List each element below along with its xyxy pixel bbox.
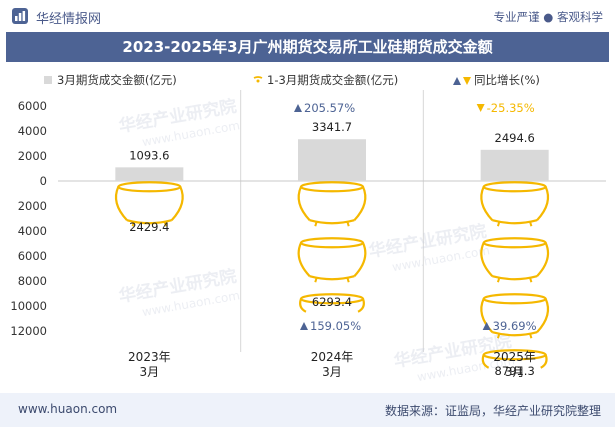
cumulative-label: 6293.4 — [312, 295, 352, 309]
bar-monthly-label: 3341.7 — [312, 120, 352, 134]
pot-part — [481, 354, 490, 369]
growth-down-icon — [476, 104, 485, 112]
pot-part — [492, 219, 538, 225]
chart-canvas: 华经产业研究院www.huaon.com华经产业研究院www.huaon.com… — [10, 73, 606, 384]
y-tick-label: 4000 — [18, 124, 47, 138]
cumulative-label: 8791.3 — [495, 364, 535, 378]
y-tick-label: 6000 — [18, 99, 47, 113]
pot-part — [170, 186, 184, 221]
pot-part — [529, 333, 533, 339]
pot-part — [492, 275, 538, 281]
pot-mark — [480, 237, 550, 283]
pot-part — [536, 186, 550, 221]
pot-part — [314, 221, 318, 227]
legend-label-cumulative: 1-3月期货成交金额(亿元) — [267, 73, 398, 87]
pot-part — [346, 221, 350, 227]
pot-part — [536, 298, 550, 333]
pot-part — [492, 331, 538, 337]
pot-part — [357, 298, 365, 313]
growth-monthly-label: -25.35% — [487, 101, 535, 115]
pot-part — [163, 221, 168, 227]
pot-mark — [114, 181, 184, 227]
bar-monthly — [115, 167, 184, 181]
x-category-label: 2023年 — [128, 350, 171, 364]
growth-cumulative-label: 159.05% — [310, 319, 361, 333]
pot-part — [297, 186, 311, 221]
pot-part — [309, 219, 355, 225]
pot-part — [131, 221, 135, 227]
y-tick-label: 8000 — [18, 274, 47, 288]
bar-monthly — [480, 149, 549, 181]
pot-part — [299, 237, 365, 249]
x-category-label: 3月 — [322, 365, 342, 379]
x-category-label: 2024年 — [311, 350, 354, 364]
pot-mark — [480, 181, 550, 227]
cumulative-label: 2429.4 — [129, 220, 169, 234]
x-category-label: 3月 — [140, 365, 160, 379]
legend-label-growth: 同比增长(%) — [474, 73, 540, 87]
title-bar: 2023-2025年3月广州期货交易所工业硅期货成交金额 — [6, 32, 609, 62]
footer-website: www.huaon.com — [18, 402, 118, 416]
pot-mark — [297, 181, 367, 227]
y-tick-label: 4000 — [18, 224, 47, 238]
pot-part — [496, 221, 501, 227]
growth-up-icon — [482, 322, 491, 330]
growth-up-icon — [300, 322, 308, 330]
growth-cumulative-label: 39.69% — [493, 319, 537, 333]
y-tick-label: 0 — [40, 174, 47, 188]
pot-part — [299, 298, 307, 313]
pot-part — [482, 237, 547, 249]
y-tick-label: 12000 — [10, 324, 47, 338]
growth-up-icon — [294, 104, 302, 112]
bar-monthly — [298, 139, 366, 181]
pot-part — [353, 242, 367, 277]
tagline: 专业严谨 ● 客观科学 — [493, 10, 603, 24]
y-tick-label: 10000 — [10, 299, 47, 313]
pot-mark — [297, 237, 367, 283]
bar-monthly-label: 2494.6 — [495, 131, 535, 145]
y-tick-label: 6000 — [18, 249, 47, 263]
footer: www.huaon.com 数据来源：证监局，华经产业研究院整理 — [0, 393, 615, 427]
pot-part — [126, 219, 172, 225]
x-category-label: 2025年 — [493, 350, 536, 364]
pot-part — [540, 354, 548, 369]
pot-part — [299, 181, 365, 193]
pot-part — [114, 186, 128, 221]
pot-mark — [481, 349, 548, 369]
y-tick-label: 2000 — [18, 199, 47, 213]
growth-monthly-label: 205.57% — [304, 101, 355, 115]
pot-part — [529, 221, 533, 227]
pot-part — [353, 186, 367, 221]
pot-part — [297, 242, 311, 277]
legend-down-triangle — [463, 77, 471, 85]
footer-source: 数据来源：证监局，华经产业研究院整理 — [384, 404, 601, 418]
pot-mark — [299, 293, 365, 313]
pot-part — [482, 181, 547, 193]
pot-part — [314, 277, 318, 283]
x-category-label: 3月 — [505, 365, 525, 379]
bar-monthly-label: 1093.6 — [129, 148, 169, 162]
top-bar: 华经情报网 专业严谨 ● 客观科学 — [0, 0, 615, 32]
legend-swatch-cumulative — [253, 76, 263, 79]
brand-logo-icon — [12, 8, 28, 24]
pot-part — [496, 277, 501, 283]
brand-name: 华经情报网 — [36, 12, 102, 27]
legend-label-monthly: 3月期货成交金额(亿元) — [57, 73, 177, 87]
y-tick-label: 2000 — [18, 149, 47, 163]
chart-title: 2023-2025年3月广州期货交易所工业硅期货成交金额 — [122, 38, 493, 56]
pot-part — [482, 293, 547, 305]
pot-part — [529, 277, 533, 283]
pot-part — [480, 186, 494, 221]
pot-part — [309, 275, 355, 281]
legend-swatch-monthly — [44, 76, 52, 84]
pot-part — [536, 242, 550, 277]
pot-part — [480, 242, 494, 277]
pot-part — [117, 181, 182, 193]
legend-up-triangle — [453, 77, 461, 85]
pot-part — [496, 333, 501, 339]
pot-part — [346, 277, 350, 283]
legend-swatch-cumulative-dot — [256, 79, 260, 83]
